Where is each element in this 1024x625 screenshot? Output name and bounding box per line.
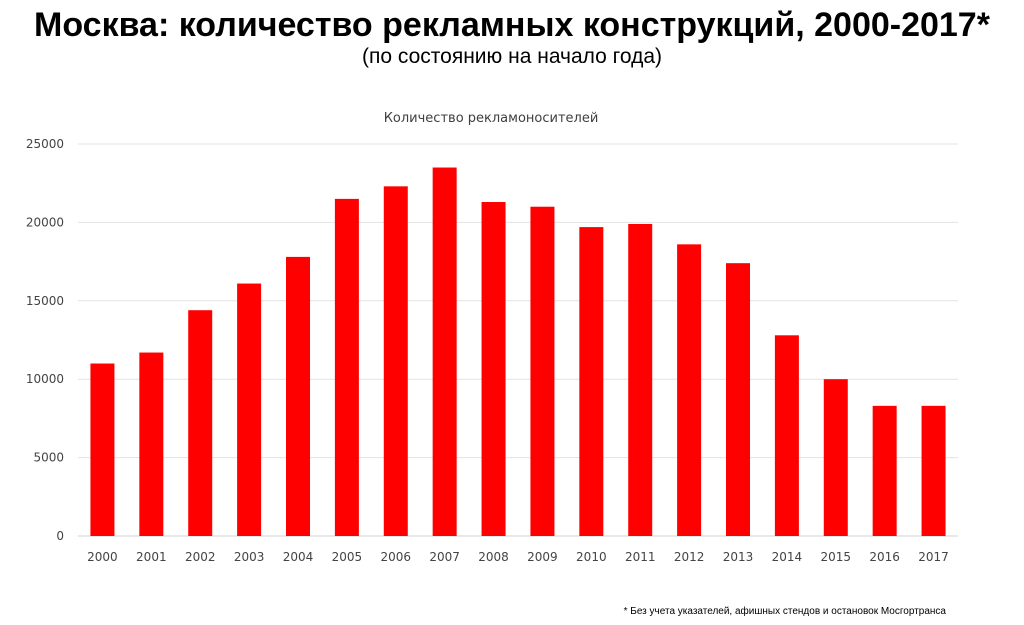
x-tick-label: 2007 (429, 550, 460, 564)
x-tick-label: 2014 (772, 550, 803, 564)
x-tick-label: 2002 (185, 550, 216, 564)
bar (90, 363, 115, 536)
bar (823, 379, 848, 536)
bar (139, 352, 164, 536)
x-tick-label: 2017 (918, 550, 949, 564)
bar (530, 206, 555, 536)
bar (774, 335, 799, 536)
bar (334, 198, 359, 536)
x-tick-label: 2012 (674, 550, 705, 564)
y-tick-label: 0 (56, 529, 64, 543)
bar (188, 310, 213, 536)
x-tick-label: 2016 (869, 550, 900, 564)
y-tick-label: 5000 (33, 451, 64, 465)
bar (237, 283, 262, 536)
bar (286, 256, 310, 536)
x-tick-label: 2011 (625, 550, 656, 564)
bar (383, 186, 408, 536)
x-tick-label: 2015 (821, 550, 852, 564)
x-tick-label: 2001 (136, 550, 167, 564)
x-tick-label: 2013 (723, 550, 754, 564)
gridlines (78, 143, 958, 537)
x-tick-label: 2008 (478, 550, 509, 564)
x-tick-label: 2006 (381, 550, 412, 564)
x-axis-ticks: 2000 2001 2002 2003 2004 2005 2006 2007 2008 2009… (87, 550, 949, 564)
bar (481, 202, 506, 537)
chart-title: Количество рекламоносителей (384, 111, 599, 126)
bar (628, 223, 653, 536)
y-tick-label: 25000 (26, 137, 64, 151)
x-tick-label: 2003 (234, 550, 265, 564)
footnote: * Без учета указателей, афишных стендов … (623, 606, 946, 617)
bar (726, 263, 750, 536)
bar (921, 405, 946, 536)
y-axis-ticks: 0 5000 10000 15000 20000 25000 (26, 137, 64, 543)
x-tick-label: 2005 (332, 550, 363, 564)
bars (90, 167, 946, 537)
y-tick-label: 20000 (26, 215, 64, 229)
y-tick-label: 15000 (26, 294, 64, 308)
x-tick-label: 2004 (283, 550, 314, 564)
x-tick-label: 2000 (87, 550, 118, 564)
bar (579, 227, 604, 536)
page-title: Москва: количество рекламных конструкций… (34, 6, 990, 44)
y-tick-label: 10000 (26, 372, 64, 386)
bar (432, 167, 457, 536)
bar (677, 244, 702, 537)
x-tick-label: 2009 (527, 550, 558, 564)
x-tick-label: 2010 (576, 550, 607, 564)
page-subtitle: (по состоянию на начало года) (361, 45, 663, 68)
bar (872, 405, 897, 536)
